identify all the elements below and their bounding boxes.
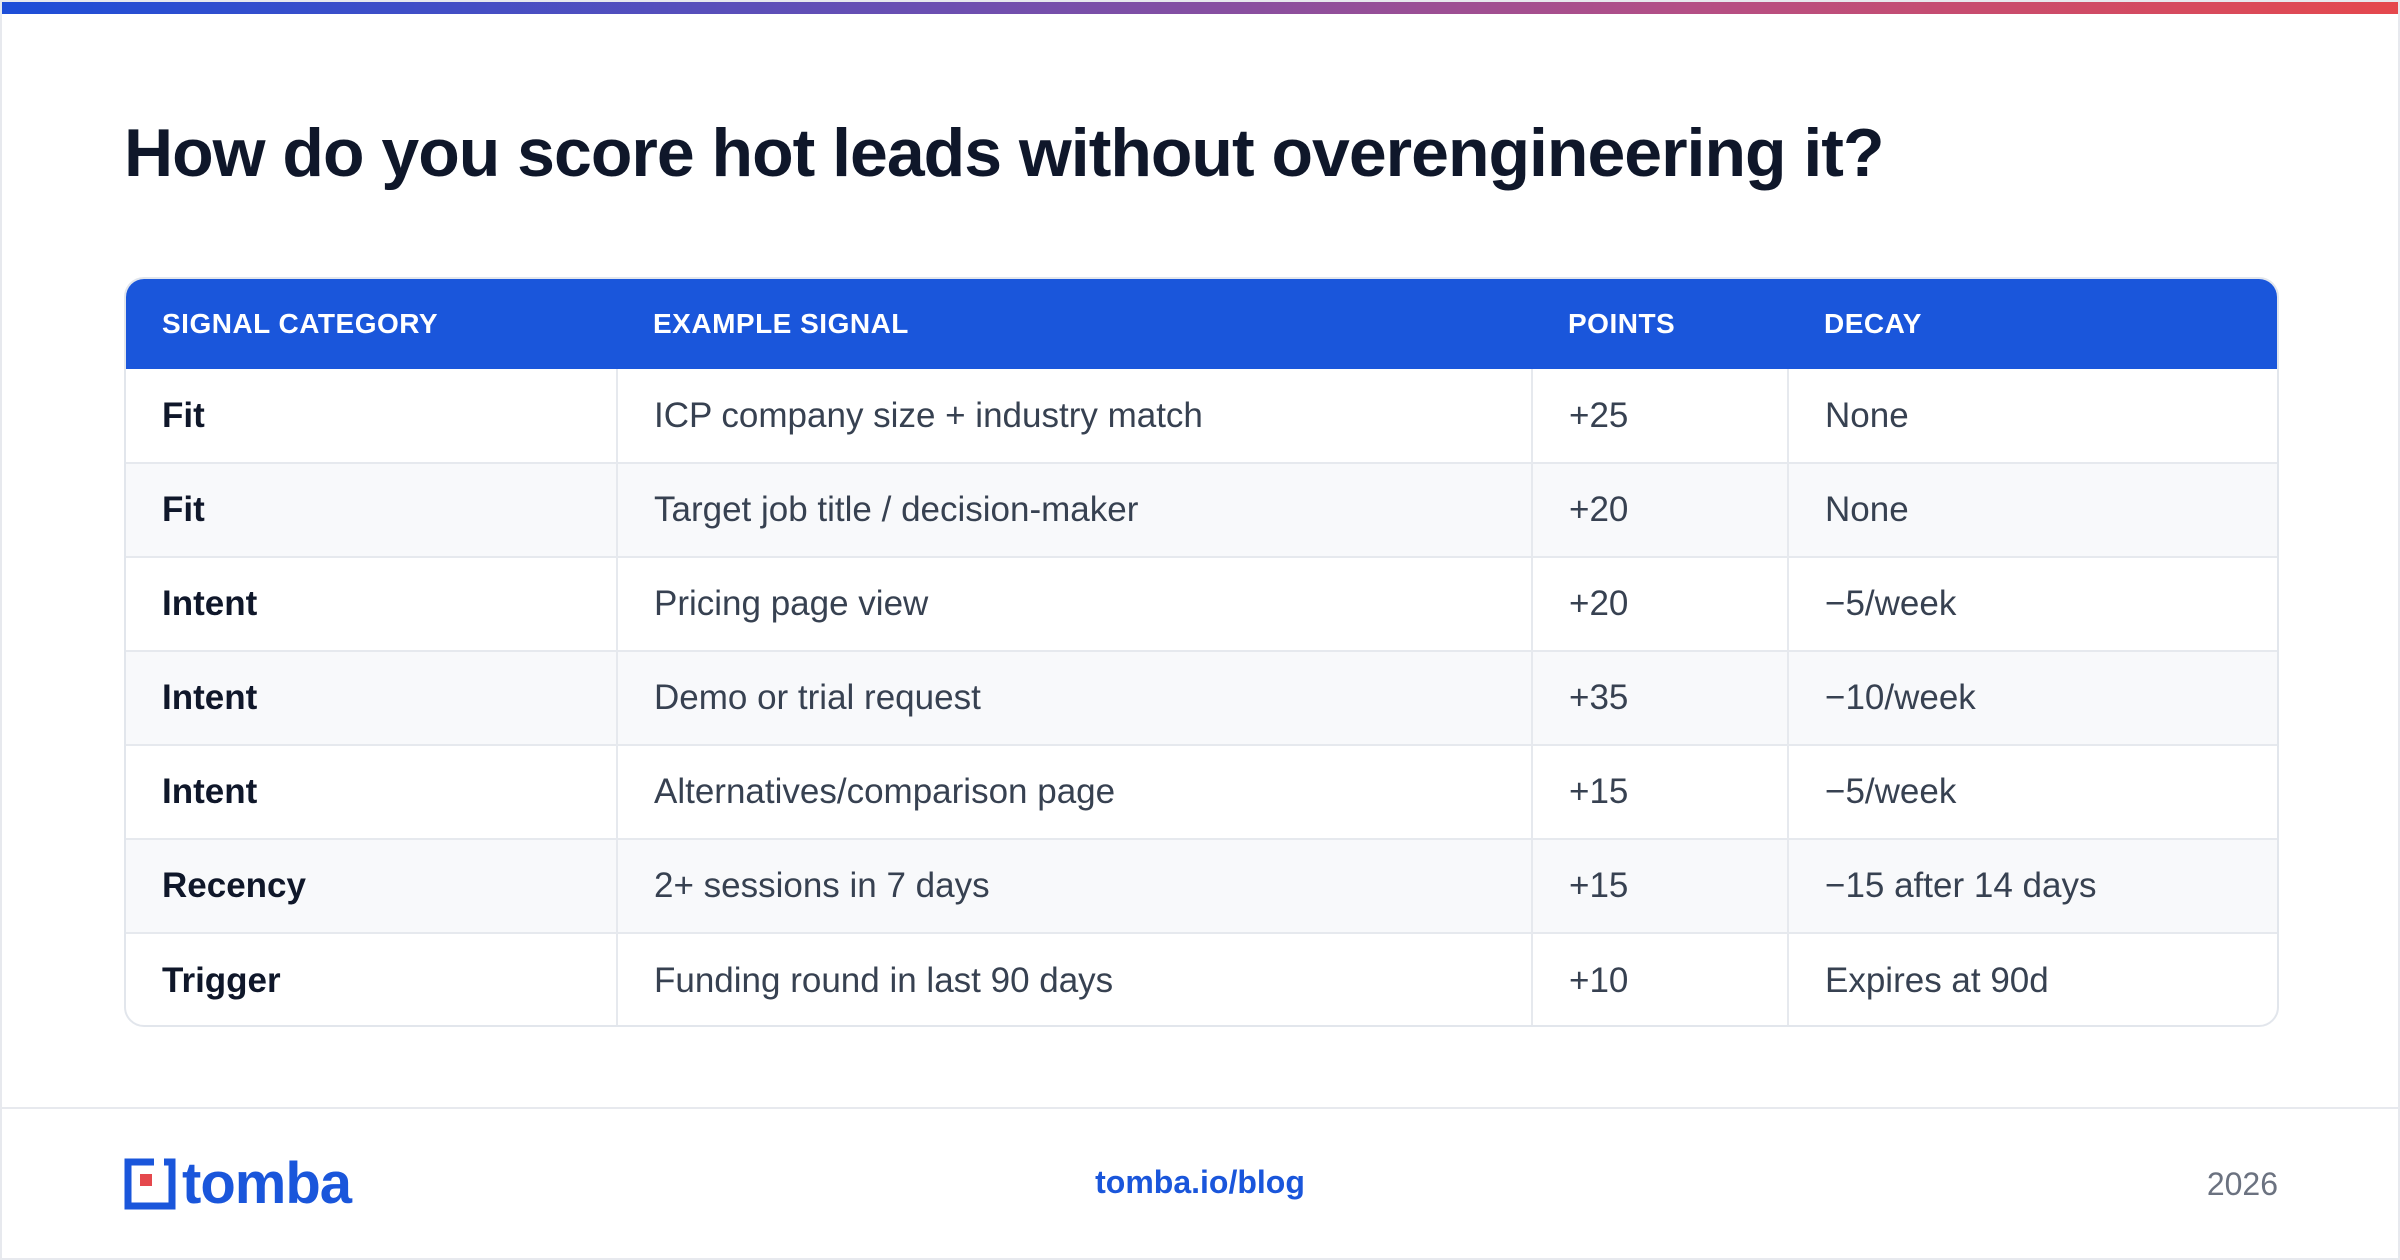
- header-example-signal: EXAMPLE SIGNAL: [653, 308, 909, 339]
- cell-signal: Pricing page view: [616, 557, 1532, 651]
- cell-points: +20: [1531, 463, 1788, 557]
- cell-points: +15: [1531, 745, 1788, 839]
- scoring-table: SIGNAL CATEGORY EXAMPLE SIGNAL POINTS DE…: [126, 279, 2277, 1025]
- cell-signal: Target job title / decision-maker: [616, 463, 1532, 557]
- cell-decay: −10/week: [1787, 651, 2277, 745]
- header-points: POINTS: [1568, 308, 1676, 339]
- cell-points: +20: [1531, 557, 1788, 651]
- table-header-row: SIGNAL CATEGORY EXAMPLE SIGNAL POINTS DE…: [126, 279, 2277, 369]
- cell-points: +10: [1531, 933, 1788, 1025]
- cell-decay: −5/week: [1787, 745, 2277, 839]
- cell-points: +15: [1531, 839, 1788, 933]
- table-row: Intent Demo or trial request +35 −10/wee…: [126, 651, 2277, 745]
- header-decay: DECAY: [1824, 308, 1922, 339]
- cell-signal: 2+ sessions in 7 days: [616, 839, 1532, 933]
- table-row: Recency 2+ sessions in 7 days +15 −15 af…: [126, 839, 2277, 933]
- cell-category: Fit: [162, 395, 205, 435]
- cell-signal: Alternatives/comparison page: [616, 745, 1532, 839]
- table-row: Intent Pricing page view +20 −5/week: [126, 557, 2277, 651]
- cell-category: Recency: [162, 866, 306, 905]
- table-row: Intent Alternatives/comparison page +15 …: [126, 745, 2277, 839]
- cell-decay: None: [1787, 463, 2277, 557]
- header-signal-category: SIGNAL CATEGORY: [162, 308, 439, 339]
- cell-decay: None: [1787, 369, 2277, 463]
- page-title: How do you score hot leads without overe…: [124, 115, 1884, 191]
- blog-link[interactable]: tomba.io/blog: [1095, 1164, 1305, 1200]
- table-row: Fit Target job title / decision-maker +2…: [126, 463, 2277, 557]
- footer-year: 2026: [2206, 1166, 2278, 1202]
- footer-divider: [2, 1107, 2398, 1109]
- cell-category: Fit: [162, 490, 205, 529]
- cell-signal: ICP company size + industry match: [616, 369, 1532, 463]
- gradient-top-bar: [2, 2, 2398, 14]
- cell-category: Intent: [162, 772, 258, 811]
- cell-signal: Funding round in last 90 days: [616, 933, 1532, 1025]
- cell-category: Intent: [162, 584, 258, 623]
- tomba-logo-icon: [124, 1158, 176, 1210]
- scoring-table-container: SIGNAL CATEGORY EXAMPLE SIGNAL POINTS DE…: [124, 277, 2279, 1027]
- tomba-logo[interactable]: tomba: [124, 1151, 352, 1216]
- cell-points: +35: [1531, 651, 1788, 745]
- table-row: Fit ICP company size + industry match +2…: [126, 369, 2277, 463]
- cell-category: Trigger: [162, 960, 281, 1000]
- table-row: Trigger Funding round in last 90 days +1…: [126, 933, 2277, 1025]
- cell-decay: Expires at 90d: [1787, 933, 2277, 1025]
- cell-category: Intent: [162, 678, 258, 717]
- cell-decay: −5/week: [1787, 557, 2277, 651]
- cell-decay: −15 after 14 days: [1787, 839, 2277, 933]
- cell-points: +25: [1531, 369, 1788, 463]
- cell-signal: Demo or trial request: [616, 651, 1532, 745]
- logo-wordmark: tomba: [182, 1151, 352, 1216]
